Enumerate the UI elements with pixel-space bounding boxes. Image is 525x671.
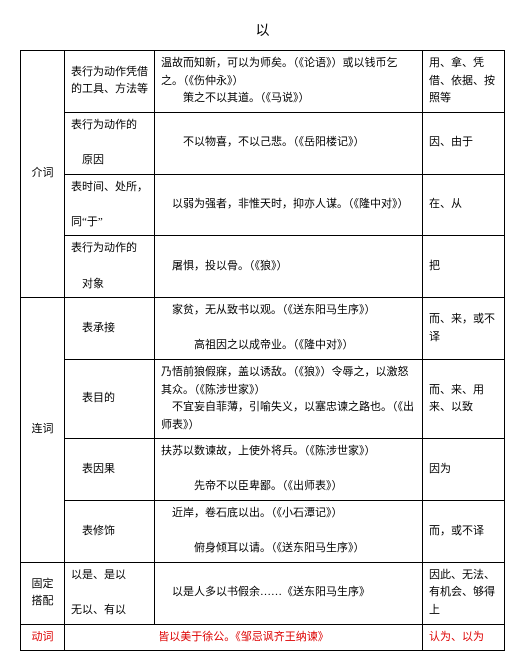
cat-jieci: 介词: [21, 51, 65, 298]
cell: 而，或不译: [423, 501, 505, 563]
cell: 不以物喜，不以己悲。（《岳阳楼记》）: [155, 112, 423, 174]
cell: 表行为动作的 原因: [65, 112, 155, 174]
table-row: 表行为动作的 对象 屠惧，投以骨。（《狼》） 把: [21, 236, 505, 298]
table-row: 表行为动作的 原因 不以物喜，不以己悲。（《岳阳楼记》） 因、由于: [21, 112, 505, 174]
table-row: 固定搭配 以是、是以 无以、有以 以是人多以书假余……《送东阳马生序》 因此、无…: [21, 562, 505, 624]
cell: 把: [423, 236, 505, 298]
text: 俯身倾耳以请。（《送东阳马生序》）: [161, 540, 365, 558]
table-row: 表因果 扶苏以数谏故，上使外将兵。（《陈涉世家》） 先帝不以臣卑鄙。（《出师表》…: [21, 439, 505, 501]
cell: 屠惧，投以骨。（《狼》）: [155, 236, 423, 298]
text: 以是人多以书假余……《送东阳马生序》: [161, 584, 370, 602]
cell: 认为、以为: [423, 624, 505, 651]
cell: 家贫，无从致书以观。（《送东阳马生序》） 高祖因之以成帝业。（《隆中对》）: [155, 298, 423, 360]
cell: 乃悟前狼假寐，盖以诱敌。（《狼》）令辱之，以激怒其众。（《陈涉世家》） 不宜妄自…: [155, 359, 423, 438]
page-title: 以: [20, 20, 505, 40]
text: 表行为动作的: [71, 119, 137, 131]
cell: 以弱为强者，非惟天时，抑亦人谋。（《隆中对》）: [155, 174, 423, 236]
cell: 表承接: [65, 298, 155, 360]
text: 近岸，卷石底以出。（《小石潭记》）: [161, 505, 343, 523]
text: 不以物喜，不以己悲。（《岳阳楼记》）: [161, 134, 365, 152]
text: 家贫，无从致书以观。（《送东阳马生序》）: [161, 302, 376, 320]
table-row: 连词 表承接 家贫，无从致书以观。（《送东阳马生序》） 高祖因之以成帝业。（《隆…: [21, 298, 505, 360]
cell: 温故而知新，可以为师矣。（《论语》）或以钱币乞之。（《伤仲永》） 策之不以其道。…: [155, 51, 423, 113]
text: 屠惧，投以骨。（《狼》）: [161, 258, 288, 276]
text: 温故而知新，可以为师矣。（《论语》）或以钱币乞之。（《伤仲永》）: [161, 57, 398, 87]
text: 表承接: [71, 320, 115, 338]
cell: 在、从: [423, 174, 505, 236]
table-row: 动词 皆以美于徐公。《邹忌讽齐王纳谏》 认为、以为: [21, 624, 505, 651]
cell: 而、来，或不译: [423, 298, 505, 360]
cell: 表行为动作的 对象: [65, 236, 155, 298]
cat-guding: 固定搭配: [21, 562, 65, 624]
cell: 表修饰: [65, 501, 155, 563]
table-row: 表时间、处所， 同“于” 以弱为强者，非惟天时，抑亦人谋。（《隆中对》） 在、从: [21, 174, 505, 236]
text: 乃悟前狼假寐，盖以诱敌。（《狼》）令辱之，以激怒其众。（《陈涉世家》）: [161, 366, 409, 396]
cell: 用、拿、凭借、依据、按照等: [423, 51, 505, 113]
text: 原因: [71, 152, 104, 170]
text: 以弱为强者，非惟天时，抑亦人谋。（《隆中对》）: [161, 196, 409, 214]
cell: 近岸，卷石底以出。（《小石潭记》） 俯身倾耳以请。（《送东阳马生序》）: [155, 501, 423, 563]
text: 同“于”: [71, 216, 103, 228]
text: 表修饰: [71, 523, 115, 541]
cell: 表目的: [65, 359, 155, 438]
table-row: 表目的 乃悟前狼假寐，盖以诱敌。（《狼》）令辱之，以激怒其众。（《陈涉世家》） …: [21, 359, 505, 438]
cell: 表因果: [65, 439, 155, 501]
text: 以是、是以: [71, 569, 126, 581]
table-row: 介词 表行为动作凭借的工具、方法等 温故而知新，可以为师矣。（《论语》）或以钱币…: [21, 51, 505, 113]
text: 先帝不以臣卑鄙。（《出师表》）: [161, 478, 343, 496]
text: 对象: [71, 276, 104, 294]
cell: 而、来、用来、以致: [423, 359, 505, 438]
text: 不宜妄自菲薄，引喻失义，以塞忠谏之路也。（《出师表》）: [161, 399, 416, 434]
cell: 皆以美于徐公。《邹忌讽齐王纳谏》: [65, 624, 423, 651]
text: 表行为动作的: [71, 242, 137, 254]
cell: 以是、是以 无以、有以: [65, 562, 155, 624]
text: 表因果: [71, 461, 115, 479]
text: 无以、有以: [71, 604, 126, 616]
text: 策之不以其道。（《马说》）: [161, 90, 310, 108]
cell: 因为: [423, 439, 505, 501]
cell: 以是人多以书假余……《送东阳马生序》: [155, 562, 423, 624]
cat-dongci: 动词: [21, 624, 65, 651]
text: 扶苏以数谏故，上使外将兵。（《陈涉世家》）: [161, 445, 376, 457]
cell: 表时间、处所， 同“于”: [65, 174, 155, 236]
text: 表时间、处所，: [71, 181, 148, 193]
cell: 因、由于: [423, 112, 505, 174]
text: 表目的: [71, 390, 115, 408]
cell: 因此、无法、有机会、够得上: [423, 562, 505, 624]
cell: 扶苏以数谏故，上使外将兵。（《陈涉世家》） 先帝不以臣卑鄙。（《出师表》）: [155, 439, 423, 501]
text: 高祖因之以成帝业。（《隆中对》）: [161, 337, 354, 355]
cat-lianci: 连词: [21, 298, 65, 563]
cell: 表行为动作凭借的工具、方法等: [65, 51, 155, 113]
main-table: 介词 表行为动作凭借的工具、方法等 温故而知新，可以为师矣。（《论语》）或以钱币…: [20, 50, 505, 651]
table-row: 表修饰 近岸，卷石底以出。（《小石潭记》） 俯身倾耳以请。（《送东阳马生序》） …: [21, 501, 505, 563]
